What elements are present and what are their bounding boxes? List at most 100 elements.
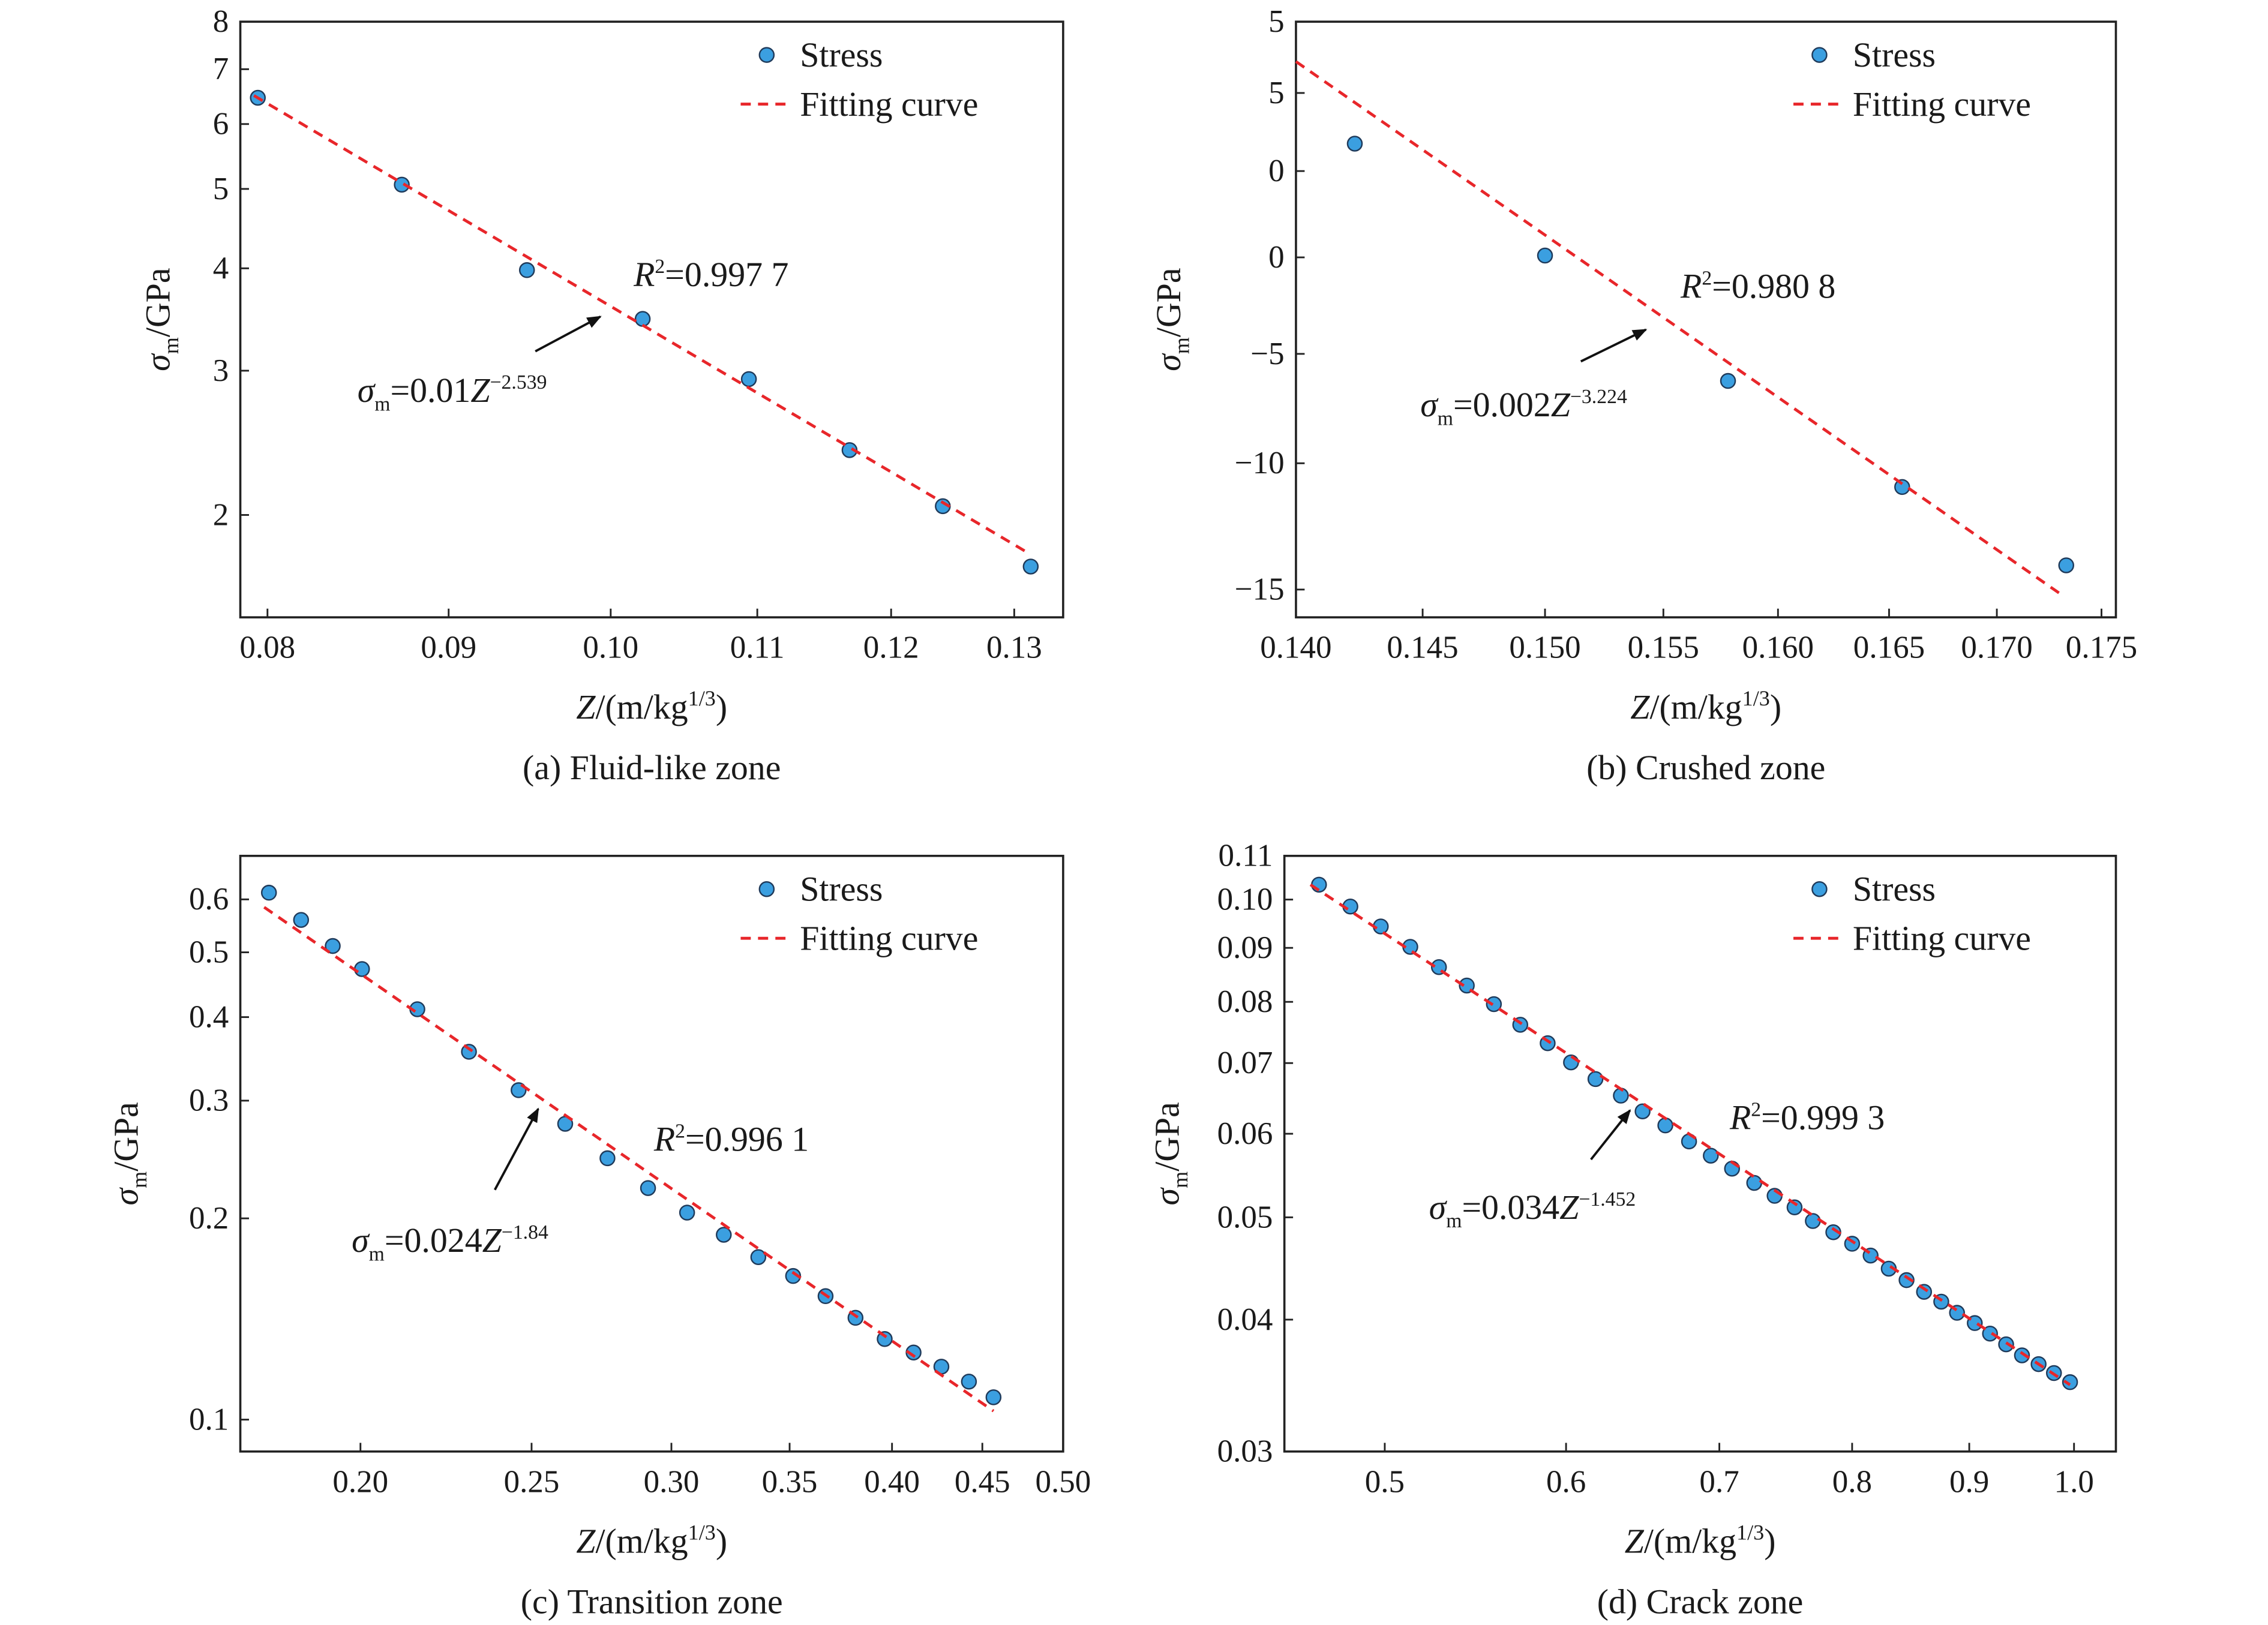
fit-line — [263, 906, 995, 1413]
y-axis-label: σm/GPa — [106, 1102, 151, 1205]
y-tick-label: 5 — [1268, 4, 1285, 39]
r2-annotation-part: R — [1680, 266, 1702, 305]
y-tick-label: 0 — [1268, 240, 1285, 275]
x-tick-label: 0.7 — [1699, 1464, 1739, 1499]
x-tick-label: 0.35 — [762, 1464, 818, 1499]
arrow — [535, 316, 602, 353]
y-axis-label-part: /GPa — [138, 268, 177, 337]
fit-equation-part: m — [369, 1243, 385, 1266]
plot-frame — [1295, 20, 2117, 618]
y-tick-label: 0.04 — [1217, 1302, 1273, 1337]
point — [518, 262, 535, 278]
fit-line — [1309, 883, 2071, 1386]
point — [1982, 1325, 1998, 1342]
caption: (a) Fluid-like zone — [523, 748, 781, 787]
arrow — [494, 1107, 539, 1191]
fit-equation-part: =0.034 — [1462, 1188, 1559, 1227]
r2-annotation-part: R — [653, 1119, 675, 1158]
r2-annotation: R2=0.996 1 — [653, 1119, 809, 1158]
y-tick-label: 8 — [213, 4, 229, 39]
legend-label: Stress — [1853, 870, 1936, 909]
x-tick-label: 0.08 — [239, 630, 295, 665]
fit-equation-part: Z — [1551, 385, 1571, 424]
legend-label: Fitting curve — [800, 85, 978, 124]
x-axis-label-part: /(m/kg — [1649, 687, 1742, 726]
fit-equation-part: m — [1446, 1210, 1462, 1232]
fit-equation-part: −2.539 — [490, 371, 547, 394]
caption: (c) Transition zone — [521, 1582, 783, 1621]
y-axis-label-part: σ — [1149, 353, 1188, 371]
point — [599, 1150, 616, 1167]
x-axis-label-part: ) — [716, 1521, 727, 1560]
r2-annotation-part: 2 — [655, 256, 665, 278]
y-tick-label: 0.08 — [1217, 984, 1273, 1019]
r2-annotation-part: =0.996 1 — [685, 1119, 809, 1158]
r2-annotation-part: =0.997 7 — [665, 255, 788, 294]
x-axis-label-part: ) — [716, 687, 727, 726]
fit-line — [1295, 60, 2061, 595]
point — [2062, 1374, 2078, 1390]
legend-label: Fitting curve — [1853, 918, 2031, 957]
fit-equation-part: m — [1438, 408, 1453, 430]
legend-label: Stress — [800, 870, 883, 909]
x-tick-label: 0.9 — [1949, 1464, 1989, 1499]
fit-equation-part: Z — [482, 1221, 502, 1260]
fit-equation-part: σ — [352, 1221, 370, 1260]
r2-annotation-part: 2 — [675, 1120, 685, 1142]
point — [634, 311, 651, 327]
r2-annotation: R2=0.997 7 — [633, 255, 788, 294]
x-axis-label: Z/(m/kg1/3) — [1630, 686, 1781, 726]
point — [1703, 1148, 1719, 1164]
r2-annotation-part: =0.999 3 — [1761, 1098, 1885, 1137]
x-axis-label-part: ) — [1770, 687, 1781, 726]
legend-label: Stress — [1853, 35, 1936, 74]
point — [1022, 558, 1039, 575]
caption: (d) Crack zone — [1597, 1582, 1804, 1621]
x-axis-label-part: /(m/kg — [595, 1521, 688, 1560]
point — [260, 884, 277, 901]
fit-equation: σm=0.002Z−3.224 — [1420, 385, 1627, 429]
y-tick-label: 0.2 — [189, 1201, 229, 1236]
y-axis-label-part: /GPa — [1149, 268, 1188, 337]
x-tick-label: 0.09 — [421, 630, 476, 665]
legend-marker — [1811, 881, 1828, 897]
y-tick-label: 0 — [1268, 154, 1285, 188]
x-axis-label-part: Z — [576, 687, 596, 726]
x-axis-label-part: 1/3 — [688, 1521, 716, 1545]
point — [740, 371, 757, 388]
y-axis-label: σm/GPa — [1149, 268, 1193, 371]
x-tick-label: 0.40 — [864, 1464, 920, 1499]
legend-marker — [758, 47, 775, 63]
point — [293, 912, 310, 928]
x-axis-label-part: Z — [1630, 687, 1650, 726]
point — [2058, 557, 2074, 573]
x-axis-label: Z/(m/kg1/3) — [576, 686, 727, 726]
y-tick-label: 0.1 — [189, 1402, 229, 1437]
point — [461, 1044, 477, 1060]
y-tick-label: −15 — [1235, 572, 1285, 607]
arrow — [1590, 1109, 1631, 1161]
point — [1898, 1272, 1915, 1288]
plot-frame — [1283, 854, 2117, 1453]
fit-equation-part: =0.002 — [1453, 385, 1551, 424]
x-tick-label: 0.155 — [1628, 630, 1699, 665]
x-tick-label: 0.160 — [1742, 630, 1814, 665]
fit-equation: σm=0.024Z−1.84 — [352, 1221, 548, 1265]
y-axis-label-part: m — [127, 1172, 151, 1188]
y-tick-label: 0.07 — [1217, 1046, 1273, 1080]
x-tick-label: 0.25 — [504, 1464, 560, 1499]
point — [1537, 247, 1553, 264]
x-axis-label-part: 1/3 — [1742, 686, 1770, 710]
x-tick-label: 0.11 — [730, 630, 785, 665]
x-tick-label: 0.140 — [1260, 630, 1331, 665]
point — [1786, 1199, 1803, 1216]
y-tick-label: 0.03 — [1217, 1434, 1273, 1469]
x-axis-label-part: ) — [1764, 1521, 1775, 1560]
point — [640, 1180, 656, 1196]
point — [716, 1227, 732, 1243]
fit-equation-part: −3.224 — [1570, 386, 1627, 408]
fit-equation-part: =0.024 — [385, 1221, 482, 1260]
x-tick-label: 0.13 — [986, 630, 1042, 665]
r2-annotation-part: R — [1729, 1098, 1751, 1137]
